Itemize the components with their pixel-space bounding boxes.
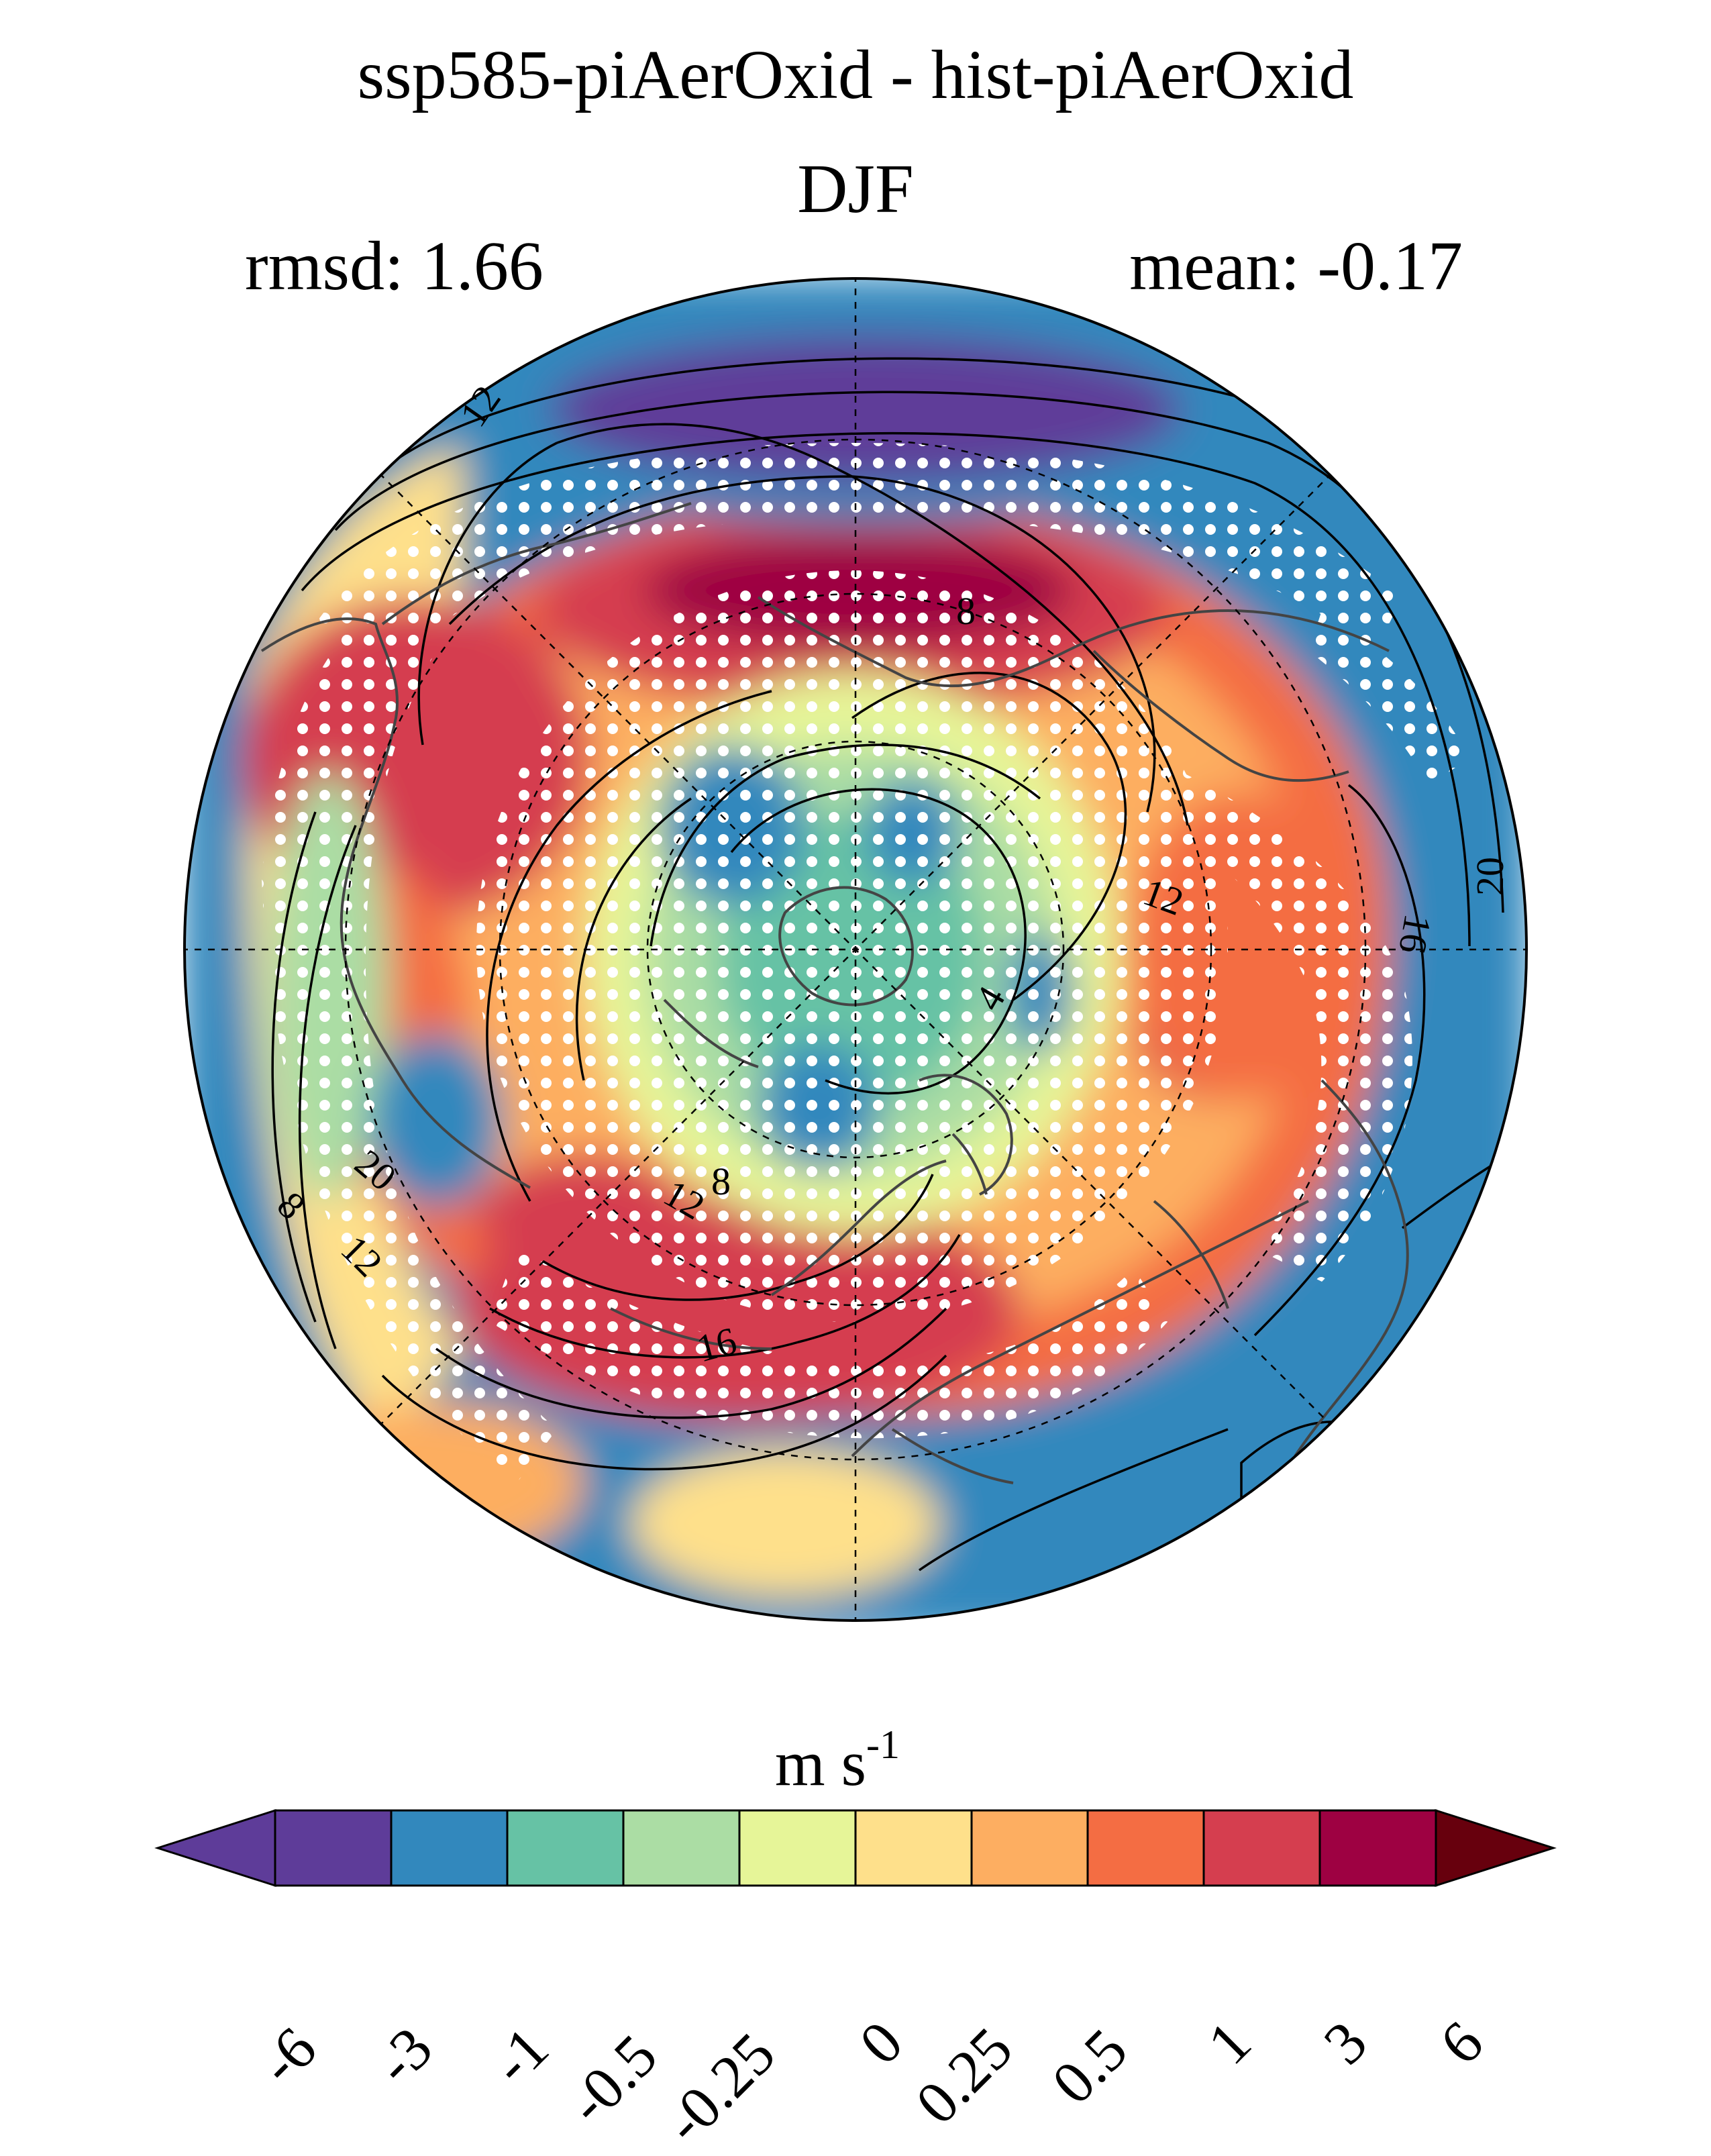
rmsd-label: rmsd: 1.66 — [245, 227, 543, 305]
map-disc — [185, 278, 1526, 1621]
colorbar-tick-label: 3 — [1311, 2009, 1380, 2077]
colorbar — [154, 1808, 1557, 1888]
mean-label: mean: -0.17 — [1129, 227, 1463, 305]
colorbar-tick-label: 0.5 — [1039, 2016, 1140, 2117]
season-label: DJF — [797, 150, 914, 227]
colorbar-tick-label: 6 — [1427, 2009, 1496, 2077]
colorbar-cell — [1086, 1809, 1205, 1887]
coastlines — [260, 502, 1409, 1484]
colorbar-tick-label: -1 — [478, 2014, 562, 2098]
colorbar-tick-label: -6 — [246, 2014, 329, 2098]
colorbar-tick-label: -0.5 — [555, 2022, 670, 2137]
colorbar-cell — [738, 1809, 857, 1887]
colorbar-cell — [390, 1809, 509, 1887]
map-boundary — [183, 277, 1528, 1622]
colorbar-tick-label: -0.25 — [652, 2020, 788, 2156]
contour-label: 8 — [956, 589, 976, 633]
colorbar-tick-label: 0.25 — [903, 2014, 1026, 2137]
colorbar-tick-label: -3 — [362, 2014, 446, 2098]
colorbar-cell — [622, 1809, 741, 1887]
colorbar-cell — [1318, 1809, 1437, 1887]
colorbar-over-arrow — [1435, 1808, 1557, 1888]
colorbar-cell — [506, 1809, 625, 1887]
colorbar-cell — [970, 1809, 1089, 1887]
graticule — [185, 278, 1526, 1621]
colorbar-cell — [1202, 1809, 1321, 1887]
colorbar-cell — [274, 1809, 393, 1887]
colorbar-tick-label: 0 — [847, 2009, 915, 2077]
colorbar-cell — [854, 1809, 973, 1887]
polar-map: 12 8 12 20 4 12 8 16 20 8 12 16 — [183, 277, 1528, 1622]
contour-label: 20 — [1468, 857, 1512, 896]
contour-label: 16 — [1390, 911, 1440, 957]
colorbar-tick-label: 1 — [1195, 2009, 1263, 2077]
colorbar-under-arrow — [154, 1808, 276, 1888]
colorbar-units: m s-1 — [775, 1723, 900, 1799]
map-title: ssp585-piAerOxid - hist-piAerOxid — [357, 36, 1354, 113]
contour-label: 8 — [711, 1160, 731, 1203]
